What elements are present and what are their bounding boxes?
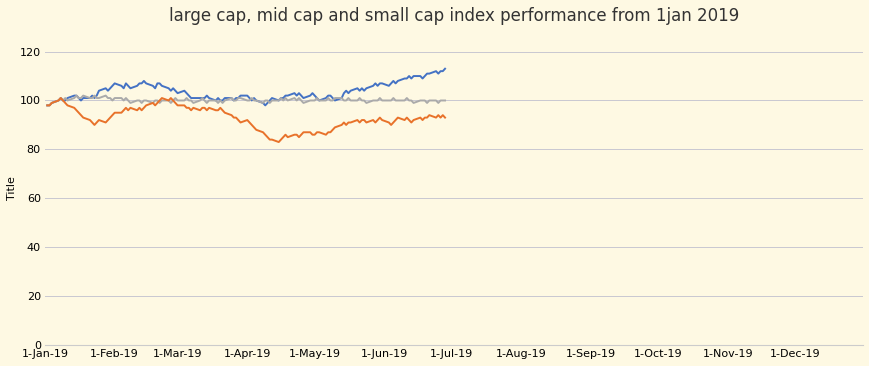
Title: large cap, mid cap and small cap index performance from 1jan 2019: large cap, mid cap and small cap index p… [169,7,739,25]
Y-axis label: Title: Title [7,176,17,201]
